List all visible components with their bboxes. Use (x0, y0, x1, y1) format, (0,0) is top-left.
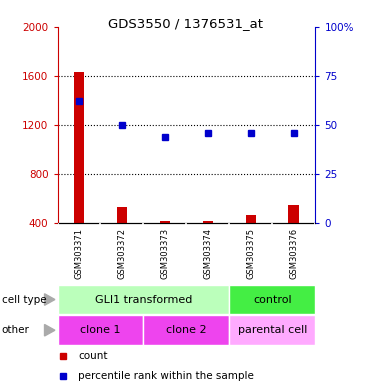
Text: GSM303376: GSM303376 (289, 228, 298, 279)
Bar (144, 316, 229, 345)
Bar (58, 285, 229, 314)
Bar (58, 316, 144, 345)
Text: parental cell: parental cell (238, 325, 307, 335)
Text: GSM303373: GSM303373 (160, 228, 170, 279)
Text: other: other (2, 325, 30, 335)
Bar (160, 221, 170, 223)
Bar (229, 285, 315, 314)
Bar (229, 316, 315, 345)
Text: GDS3550 / 1376531_at: GDS3550 / 1376531_at (108, 17, 263, 30)
Text: GLI1 transformed: GLI1 transformed (95, 295, 192, 305)
Bar (246, 215, 256, 223)
Bar (116, 207, 127, 223)
Bar (73, 72, 84, 223)
Bar (203, 221, 213, 223)
Text: count: count (78, 351, 108, 361)
Text: cell type: cell type (2, 295, 46, 305)
Text: control: control (253, 295, 292, 305)
Text: GSM303374: GSM303374 (203, 228, 213, 279)
Text: clone 2: clone 2 (166, 325, 207, 335)
Text: GSM303375: GSM303375 (246, 228, 255, 279)
Text: GSM303372: GSM303372 (118, 228, 127, 279)
Text: percentile rank within the sample: percentile rank within the sample (78, 371, 254, 381)
Text: GSM303371: GSM303371 (75, 228, 83, 279)
Text: clone 1: clone 1 (80, 325, 121, 335)
Bar (289, 205, 299, 223)
